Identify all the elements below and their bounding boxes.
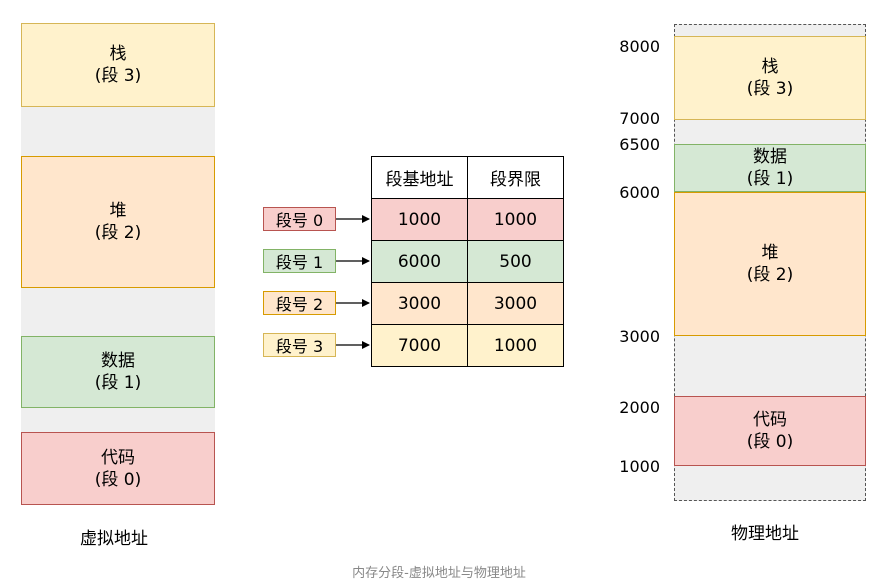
virtual-gap — [21, 408, 215, 432]
segment-name: 数据 — [101, 351, 135, 371]
segment-number: (段 0) — [746, 432, 794, 452]
segment-number: (段 1) — [94, 373, 142, 393]
virtual-stack-segment: 栈 (段 3) — [21, 23, 215, 107]
table-row-0-limit: 1000 — [467, 198, 564, 241]
segment-number: (段 2) — [746, 265, 794, 285]
address-tick-6500: 6500 — [619, 135, 660, 154]
physical-data-segment: 数据 (段 1) — [674, 144, 866, 192]
table-row-2-limit: 3000 — [467, 282, 564, 325]
segment-name: 数据 — [753, 147, 787, 167]
segment-label-3: 段号 3 — [263, 333, 336, 357]
physical-code-segment: 代码 (段 0) — [674, 396, 866, 466]
segment-name: 栈 — [109, 44, 127, 64]
table-row-1-limit: 500 — [467, 240, 564, 283]
physical-address-caption: 物理地址 — [731, 524, 799, 544]
segment-number: (段 0) — [94, 469, 142, 490]
virtual-code-segment: 代码 (段 0) — [21, 432, 215, 505]
virtual-gap — [21, 288, 215, 336]
segment-name: 栈 — [761, 57, 779, 77]
segment-name: 代码 — [101, 447, 135, 468]
segment-label-2: 段号 2 — [263, 291, 336, 315]
physical-heap-segment: 堆 (段 2) — [674, 192, 866, 336]
address-tick-6000: 6000 — [619, 183, 660, 202]
address-tick-2000: 2000 — [619, 398, 660, 417]
table-row-3-base: 7000 — [371, 324, 468, 367]
physical-stack-segment: 栈 (段 3) — [674, 36, 866, 120]
address-tick-7000: 7000 — [619, 109, 660, 128]
segment-name: 堆 — [109, 201, 127, 221]
segment-number: (段 3) — [746, 79, 794, 99]
table-row-0-base: 1000 — [371, 198, 468, 241]
table-row-3-limit: 1000 — [467, 324, 564, 367]
address-tick-3000: 3000 — [619, 327, 660, 346]
address-tick-1000: 1000 — [619, 457, 660, 476]
segment-number: (段 3) — [94, 66, 142, 86]
virtual-data-segment: 数据 (段 1) — [21, 336, 215, 408]
virtual-heap-segment: 堆 (段 2) — [21, 156, 215, 288]
segment-number: (段 2) — [94, 223, 142, 243]
segment-number: (段 1) — [746, 169, 794, 189]
table-row-1-base: 6000 — [371, 240, 468, 283]
segment-name: 代码 — [753, 410, 787, 430]
virtual-address-caption: 虚拟地址 — [80, 529, 148, 549]
virtual-gap — [21, 107, 215, 156]
table-row-2-base: 3000 — [371, 282, 468, 325]
segment-label-1: 段号 1 — [263, 249, 336, 273]
figure-caption: 内存分段-虚拟地址与物理地址 — [352, 566, 526, 581]
address-tick-8000: 8000 — [619, 37, 660, 56]
segment-name: 堆 — [761, 243, 779, 263]
segment-label-0: 段号 0 — [263, 207, 336, 231]
